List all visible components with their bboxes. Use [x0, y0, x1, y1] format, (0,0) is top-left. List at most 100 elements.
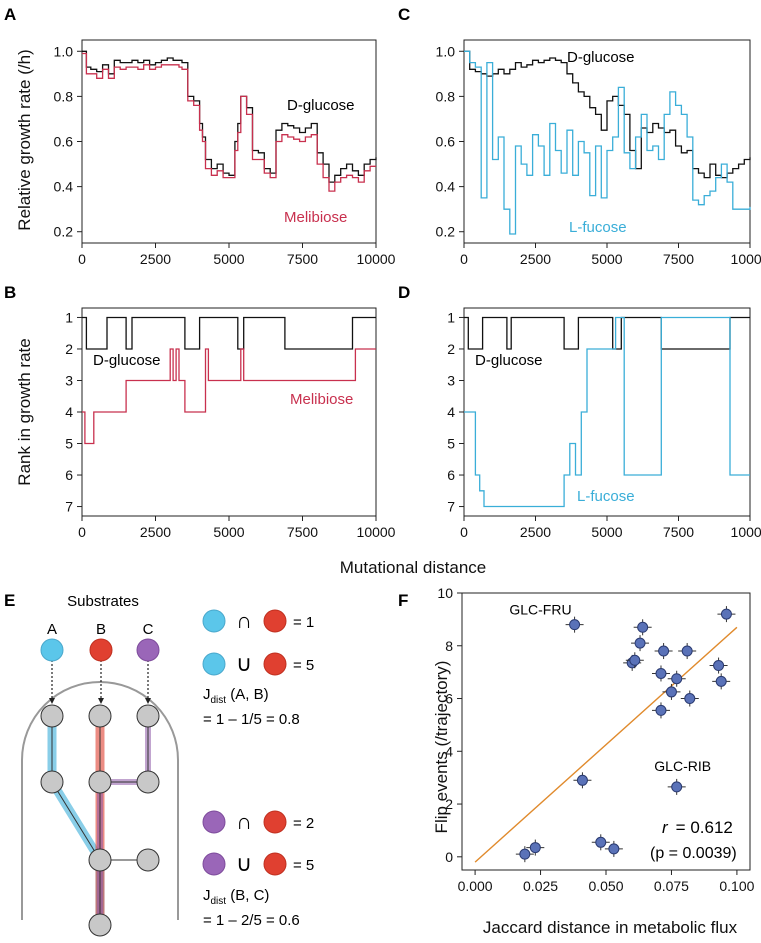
plot-frame: [463, 39, 751, 244]
y-tick-label: 8: [445, 638, 453, 654]
y-tick-label: 0.4: [54, 179, 74, 195]
y-axis-label-rank: Rank in growth rate: [15, 338, 34, 485]
point-label: GLC-RIB: [654, 758, 711, 774]
jdist-bc-value: = 1 – 2/5 = 0.6: [203, 912, 300, 929]
jdist-ab-value: = 1 – 1/5 = 0.8: [203, 711, 300, 728]
y-tick-label: 1.0: [54, 43, 74, 59]
scatter-point: [655, 704, 667, 716]
panel-f-chart: 0.000 0.025 0.050 0.075 0.100 0 2 4 6 8 10 GLC-FRU G…: [437, 585, 754, 894]
series-line-d-glucose: [464, 316, 750, 350]
scatter-point: [629, 654, 641, 666]
scatter-point: [595, 836, 607, 848]
series-label-a-melibiose: Melibiose: [284, 209, 347, 226]
network-node: [88, 913, 112, 937]
series-line-l-fucose: [464, 316, 750, 508]
substrate-node-c: [136, 638, 160, 662]
network-node: [136, 848, 160, 872]
scatter-point: [671, 673, 683, 685]
x-tick-label: 2500: [520, 251, 551, 267]
stat-r: r = 0.612: [662, 818, 733, 837]
series-label-c-dglucose: D-glucose: [567, 49, 635, 66]
x-tick-label: 2500: [140, 251, 171, 267]
y-tick-label: 5: [447, 436, 455, 452]
panel-letter-d: D: [398, 283, 410, 302]
y-tick-label: 4: [65, 404, 73, 420]
x-axis-label-jaccard: Jaccard distance in metabolic flux: [483, 918, 738, 937]
scatter-point: [658, 645, 670, 657]
x-axis-label-mutational-distance: Mutational distance: [340, 558, 486, 577]
series-label-b-melibiose: Melibiose: [290, 391, 353, 408]
scatter-point: [608, 843, 620, 855]
y-tick-label: 2: [447, 341, 455, 357]
y-tick-label: 2: [445, 796, 453, 812]
scatter-point: [715, 675, 727, 687]
cell-outline: [21, 681, 179, 920]
x-tick-label: 0.075: [654, 878, 689, 894]
set-node-b: [263, 852, 287, 876]
y-tick-label: 0.8: [436, 88, 456, 104]
x-tick-label: 10000: [357, 251, 396, 267]
scatter-point: [576, 774, 588, 786]
y-tick-label: 1: [65, 309, 73, 325]
x-tick-label: 10000: [731, 251, 761, 267]
set-node-c: [202, 810, 226, 834]
network-node: [136, 704, 160, 728]
series-label-c-lfucose: L-fucose: [569, 219, 627, 236]
y-axis-label-growth: Relative growth rate (/h): [15, 49, 34, 230]
y-tick-label: 3: [447, 372, 455, 388]
y-tick-label: 4: [447, 404, 455, 420]
intersection-symbol: ∩: [236, 809, 252, 834]
y-tick-label: 4: [445, 743, 453, 759]
scatter-point: [569, 619, 581, 631]
substrate-node-b: [89, 638, 113, 662]
x-tick-label: 5000: [591, 251, 622, 267]
union-symbol: ∪: [236, 651, 252, 676]
panel-d-chart: 0 2500 5000 7500 10000 1 2 3 4 5 6 7: [447, 307, 761, 540]
x-tick-label: 2500: [520, 524, 551, 540]
y-tick-label: 3: [65, 372, 73, 388]
x-tick-label: 5000: [213, 251, 244, 267]
union-symbol: ∪: [236, 851, 252, 876]
set-node-a: [202, 609, 226, 633]
y-tick-label: 1: [447, 309, 455, 325]
regression-line: [474, 626, 738, 863]
panel-letter-e: E: [4, 591, 15, 610]
scatter-point: [655, 667, 667, 679]
series-line-melibiose: [82, 348, 376, 445]
panel-b-chart: 0 2500 5000 7500 10000 1 2 3 4 5 6 7: [65, 307, 396, 540]
series-line-l-fucose: [464, 50, 751, 235]
scatter-point: [634, 637, 646, 649]
network-node: [88, 704, 112, 728]
set-node-b: [263, 609, 287, 633]
jdist-ab-label: Jdist (A, B): [203, 686, 269, 706]
arrow-head-c: [145, 698, 151, 704]
network-node: [40, 704, 64, 728]
y-tick-label: 7: [447, 499, 455, 515]
panel-letter-c: C: [398, 5, 410, 24]
y-tick-label: 0.8: [54, 88, 74, 104]
y-axis-label-flip-events: Flip events (/trajectory): [432, 661, 451, 834]
scatter-point: [671, 781, 683, 793]
x-tick-label: 0: [460, 251, 468, 267]
substrate-label-b: B: [96, 621, 106, 638]
x-tick-label: 7500: [287, 524, 318, 540]
network-node: [88, 770, 112, 794]
x-tick-label: 7500: [287, 251, 318, 267]
x-tick-label: 10000: [357, 524, 396, 540]
y-tick-label: 6: [447, 467, 455, 483]
x-tick-label: 0: [460, 524, 468, 540]
y-tick-label: 6: [445, 691, 453, 707]
set-node-b: [263, 652, 287, 676]
series-line-melibiose: [82, 52, 376, 192]
x-tick-label: 0.000: [458, 878, 493, 894]
series-label-a-dglucose: D-glucose: [287, 97, 355, 114]
y-tick-label: 6: [65, 467, 73, 483]
x-tick-label: 0.025: [523, 878, 558, 894]
set-node-a: [202, 652, 226, 676]
panel-letter-a: A: [4, 5, 16, 24]
intersection-symbol: ∩: [236, 608, 252, 633]
scatter-point: [519, 848, 531, 860]
x-tick-label: 7500: [663, 524, 694, 540]
arrow-head-b: [98, 698, 104, 704]
